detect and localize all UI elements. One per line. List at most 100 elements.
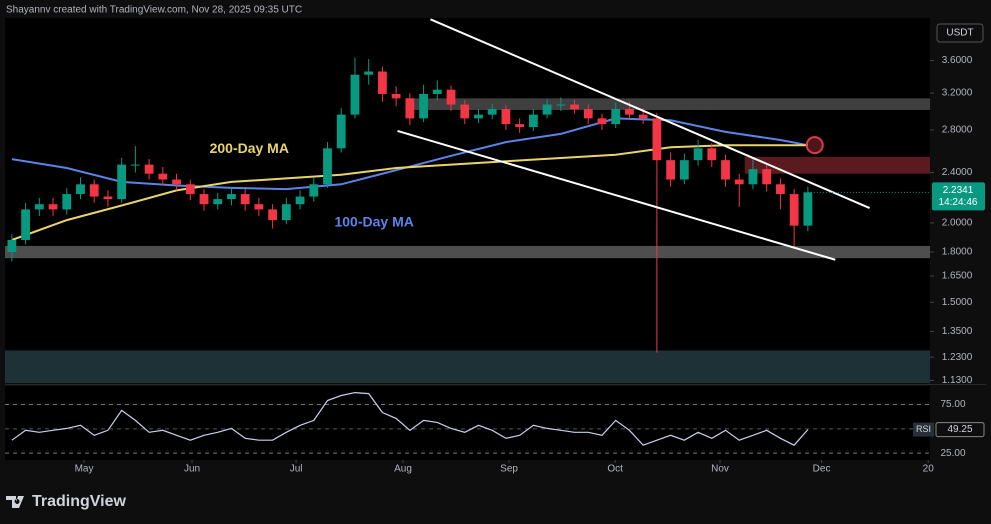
last-price: 2.2341 [943,185,974,196]
trendline [430,18,871,210]
currency: USDT [946,28,973,39]
rsi-panel [5,386,930,460]
candle-body [240,194,250,205]
cross-marker [805,136,824,155]
candle-body [336,114,346,149]
rsi-plot [5,391,930,454]
candle-body [21,209,30,240]
candle-body [583,109,593,119]
candle-body [611,109,621,125]
candle-body [748,169,758,185]
candle-body [666,160,676,180]
candle-body [528,114,538,128]
x-tick-label: Sep [500,464,518,475]
candle-body [378,71,387,94]
candle-body [158,173,168,180]
x-tick-label: Oct [607,464,623,475]
candle-body [693,148,703,161]
rsi-name: RSI [916,424,931,434]
y-tick-label: 3.2000 [942,88,973,99]
candle-body [213,199,223,205]
candle-body [597,118,607,125]
logo-text: TradingView [32,493,127,510]
candle-body [762,169,772,185]
rsi-tick-label: 75.00 [940,399,965,410]
currency-box [936,23,984,43]
candle-body [254,204,264,210]
y-tick-label: 1.8000 [942,247,973,258]
zone [744,156,930,174]
candle-body [789,194,799,226]
candle-body [734,179,744,185]
x-tick-label: 20 [923,464,935,475]
candle-body [227,194,236,200]
price-panel [5,18,930,383]
rsi-tick-label: 25.00 [940,448,965,459]
y-tick-label: 1.2300 [942,352,973,363]
y-tick-label: 1.1300 [942,375,973,386]
candle-body [185,184,195,195]
candle-body [117,164,127,200]
candle-body [144,164,154,174]
candle-body [405,98,415,119]
candle-body [323,148,332,185]
candle-body [446,89,456,105]
candle-body [721,160,730,180]
y-tick-label: 1.6500 [942,271,973,282]
ma-label: 100-Day MA [334,214,413,230]
candle-body [776,184,785,195]
x-tick-label: May [75,464,94,475]
y-tick-label: 2.8000 [942,125,973,136]
candle-body [199,194,209,205]
candle-body [309,184,319,197]
y-tick-label: 3.6000 [942,55,973,66]
candle-body [556,104,566,106]
last-price-box [932,182,985,211]
candle-body [487,109,497,115]
zone [5,350,930,383]
price-plot: 100-Day MA 200-Day MA [5,18,930,383]
countdown: 14:24:46 [939,197,978,208]
candle-body [432,89,442,94]
trendline [397,129,836,261]
y-tick-label: 2.4000 [942,167,973,178]
candle-body [48,204,58,210]
candle-body [103,196,113,200]
zone [5,245,930,259]
candle-body [542,104,552,115]
y-tick-label: 1.5000 [942,297,973,308]
candle-body [89,184,99,197]
y-tick-label: 2.0000 [942,218,973,229]
candle-body [295,196,305,205]
candle-body [419,93,428,119]
x-tick-label: Jun [184,464,200,475]
candle-body [62,194,72,210]
candle-body [570,104,579,110]
candle-body [625,109,634,115]
y-tick-label: 1.3500 [942,326,973,337]
rsi-value: 49.25 [947,424,972,435]
ma-label: 200-Day MA [210,140,289,156]
x-tick-label: Dec [813,464,831,475]
x-tick-label: Aug [394,464,412,475]
candle-body [501,109,511,125]
candle-body [34,204,44,210]
candle-body [364,71,374,75]
rsi-line [11,391,809,446]
axes: 3.6000 3.2000 2.8000 2.4000 2.0000 1.8000 1.65… [75,55,985,475]
candle-body [707,148,717,161]
candle-body [350,74,360,115]
candle-body [803,192,813,226]
candle-body [281,204,291,221]
candle-body [515,124,525,128]
candle-body [474,114,483,119]
candle-body [76,184,85,195]
candle-body [391,93,401,99]
x-tick-label: Nov [711,464,729,475]
candle-body [679,160,689,180]
moving-average [11,117,809,191]
logo: TradingView [6,493,127,510]
rsi-name-box [913,422,934,437]
